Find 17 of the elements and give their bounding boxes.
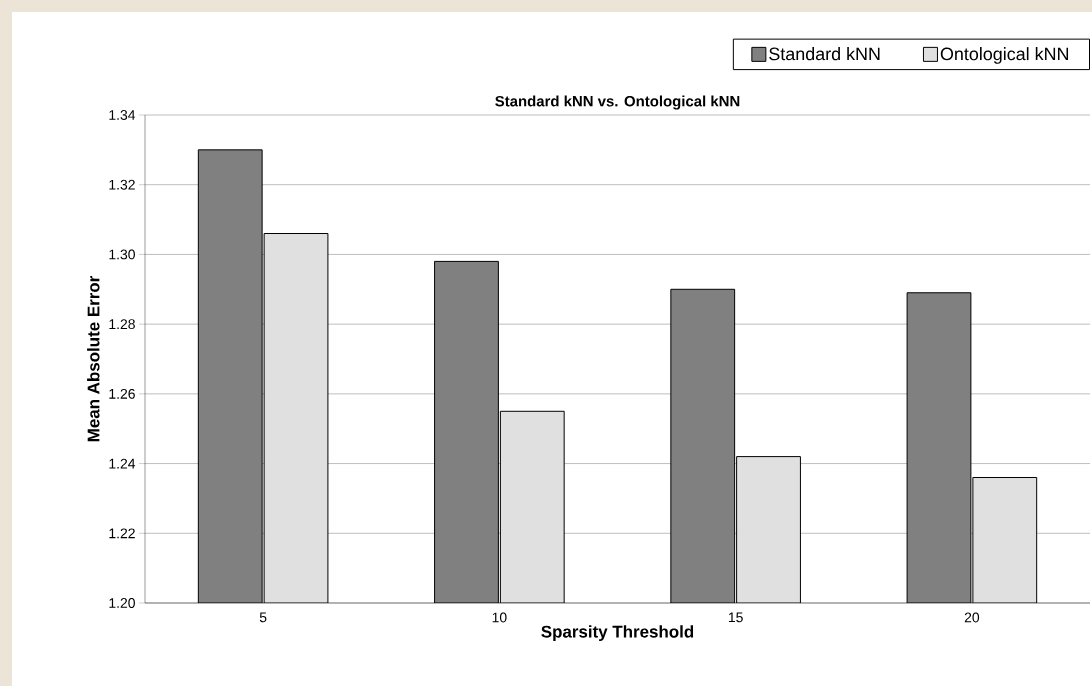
y-tick-label: 1.34 bbox=[109, 110, 136, 120]
y-axis-title: Mean Absolute Error bbox=[87, 275, 100, 442]
x-tick-label: 20 bbox=[964, 612, 980, 623]
x-axis-title: Sparsity Threshold bbox=[541, 625, 694, 641]
x-tick-label: 15 bbox=[728, 612, 743, 623]
y-tick-label: 1.30 bbox=[109, 249, 135, 260]
x-tick-label: 10 bbox=[492, 612, 507, 623]
y-tick-label: 1.22 bbox=[109, 528, 135, 539]
y-tick-label: 1.26 bbox=[109, 388, 135, 399]
x-tick-label: 5 bbox=[259, 612, 267, 623]
y-tick-label: 1.32 bbox=[109, 179, 135, 190]
legend-label: Standard kNN bbox=[769, 47, 880, 61]
y-tick-label: 1.28 bbox=[109, 319, 135, 330]
legend-label: Ontological kNN bbox=[940, 47, 1069, 64]
y-tick-label: 1.24 bbox=[109, 458, 136, 469]
chart-title: Standard kNN vs. Ontological kNN bbox=[495, 95, 740, 110]
y-tick-label: 1.20 bbox=[109, 598, 135, 608]
